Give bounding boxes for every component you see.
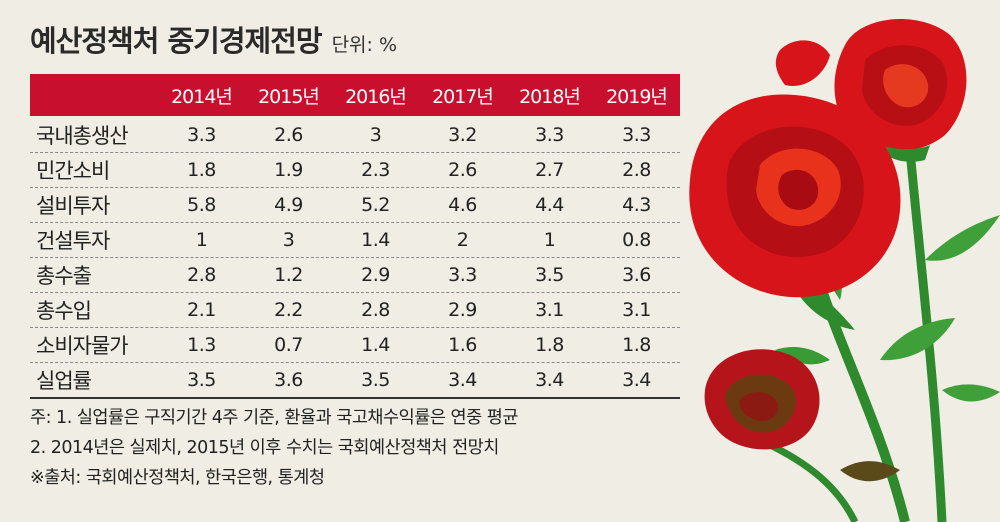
leaf-icon [925,215,1000,261]
forecast-table: 2014년 2015년 2016년 2017년 2018년 2019년 국내총생… [30,74,680,399]
table-row: 국내총생산 3.3 2.6 3 3.2 3.3 3.3 [30,118,680,153]
table-cell: 1.4 [361,229,390,251]
table-cell: 5.8 [187,194,216,216]
title-block: 예산정책처 중기경제전망 단위: % [30,18,397,60]
table-cell: 2.2 [274,299,303,321]
year-header: 2018년 [519,85,581,108]
table-cell: 3.6 [622,264,651,286]
table-cell: 3 [282,229,295,251]
year-header: 2014년 [171,85,233,108]
table-row: 건설투자 1 3 1.4 2 1 0.8 [30,223,680,258]
table-cell: 1.2 [274,264,303,286]
table-cell: 3.4 [535,369,564,391]
table-cell: 1.3 [187,334,216,356]
row-label: 설비투자 [36,194,110,218]
table-body: 국내총생산 3.3 2.6 3 3.2 3.3 3.3 민간소비 1.8 1.9 2.3 2.6 2.7… [30,118,680,399]
table-cell: 3.5 [361,369,390,391]
table-cell: 2.6 [274,124,303,146]
row-label: 소비자물가 [36,334,129,358]
table-cell: 3.2 [448,124,477,146]
petal-icon [775,40,830,86]
table-cell: 3.3 [187,124,216,146]
table-cell: 3.1 [622,299,651,321]
table-cell: 3.5 [187,369,216,391]
row-label: 민간소비 [36,159,110,183]
table-row: 총수입 2.1 2.2 2.8 2.9 3.1 3.1 [30,293,680,328]
table-cell: 4.9 [274,194,303,216]
page-title: 예산정책처 중기경제전망 [30,24,323,58]
table-header: 2014년 2015년 2016년 2017년 2018년 2019년 [30,74,680,116]
table-cell: 2.9 [361,264,390,286]
note-line: 주: 1. 실업률은 구직기간 4주 기준, 환율과 국고채수익률은 연중 평균 [30,408,518,428]
table-cell: 2.8 [622,159,651,181]
table-cell: 5.2 [361,194,390,216]
table-cell: 1.9 [274,159,303,181]
table-cell: 0.7 [274,334,303,356]
unit-label: 단위: % [331,34,398,56]
table-cell: 1 [543,229,556,251]
table-cell: 4.6 [448,194,477,216]
table-cell: 2.9 [448,299,477,321]
table-cell: 3.4 [622,369,651,391]
year-header: 2019년 [606,85,668,108]
table-cell: 3.5 [535,264,564,286]
table-cell: 3.1 [535,299,564,321]
note-line: 2. 2014년은 실제치, 2015년 이후 수치는 국회예산정책처 전망치 [30,438,499,458]
table-row: 소비자물가 1.3 0.7 1.4 1.6 1.8 1.8 [30,328,680,363]
table-cell: 2.3 [361,159,390,181]
table-cell: 1.4 [361,334,390,356]
note-line: ※출처: 국회예산정책처, 한국은행, 통계청 [30,468,325,488]
table-cell: 2.8 [187,264,216,286]
table-cell: 3.3 [622,124,651,146]
leaf-icon [840,461,900,482]
table-cell: 2 [456,229,469,251]
table-cell: 1.8 [187,159,216,181]
table-cell: 1.8 [535,334,564,356]
leaf-icon [942,384,1000,402]
table-cell: 1 [195,229,208,251]
row-label: 국내총생산 [36,124,129,148]
row-label: 총수입 [36,299,92,323]
table-cell: 1.8 [622,334,651,356]
table-row: 민간소비 1.8 1.9 2.3 2.6 2.7 2.8 [30,153,680,188]
row-label: 실업률 [36,369,92,393]
table-cell: 0.8 [622,229,651,251]
table-row: 설비투자 5.8 4.9 5.2 4.6 4.4 4.3 [30,188,680,223]
table-cell: 4.4 [535,194,564,216]
table-row: 총수출 2.8 1.2 2.9 3.3 3.5 3.6 [30,258,680,293]
table-cell: 3.4 [448,369,477,391]
year-header: 2015년 [258,85,320,108]
year-header: 2016년 [345,85,407,108]
table-cell: 3.3 [448,264,477,286]
row-label: 건설투자 [36,229,110,253]
table-cell: 2.7 [535,159,564,181]
notes: 주: 1. 실업률은 구직기간 4주 기준, 환율과 국고채수익률은 연중 평균… [30,403,518,493]
table-cell: 1.6 [448,334,477,356]
table-cell: 3.3 [535,124,564,146]
leaf-icon [775,347,830,365]
table-cell: 2.8 [361,299,390,321]
table-cell: 3.6 [274,369,303,391]
table-cell: 2.6 [448,159,477,181]
rose-illustration [689,18,1000,522]
table-cell: 3 [369,124,382,146]
leaf-icon [880,318,955,361]
table-cell: 2.1 [187,299,216,321]
table-row: 실업률 3.5 3.6 3.5 3.4 3.4 3.4 [30,363,680,399]
table-cell: 4.3 [622,194,651,216]
year-header: 2017년 [432,85,494,108]
row-label: 총수출 [36,264,92,288]
